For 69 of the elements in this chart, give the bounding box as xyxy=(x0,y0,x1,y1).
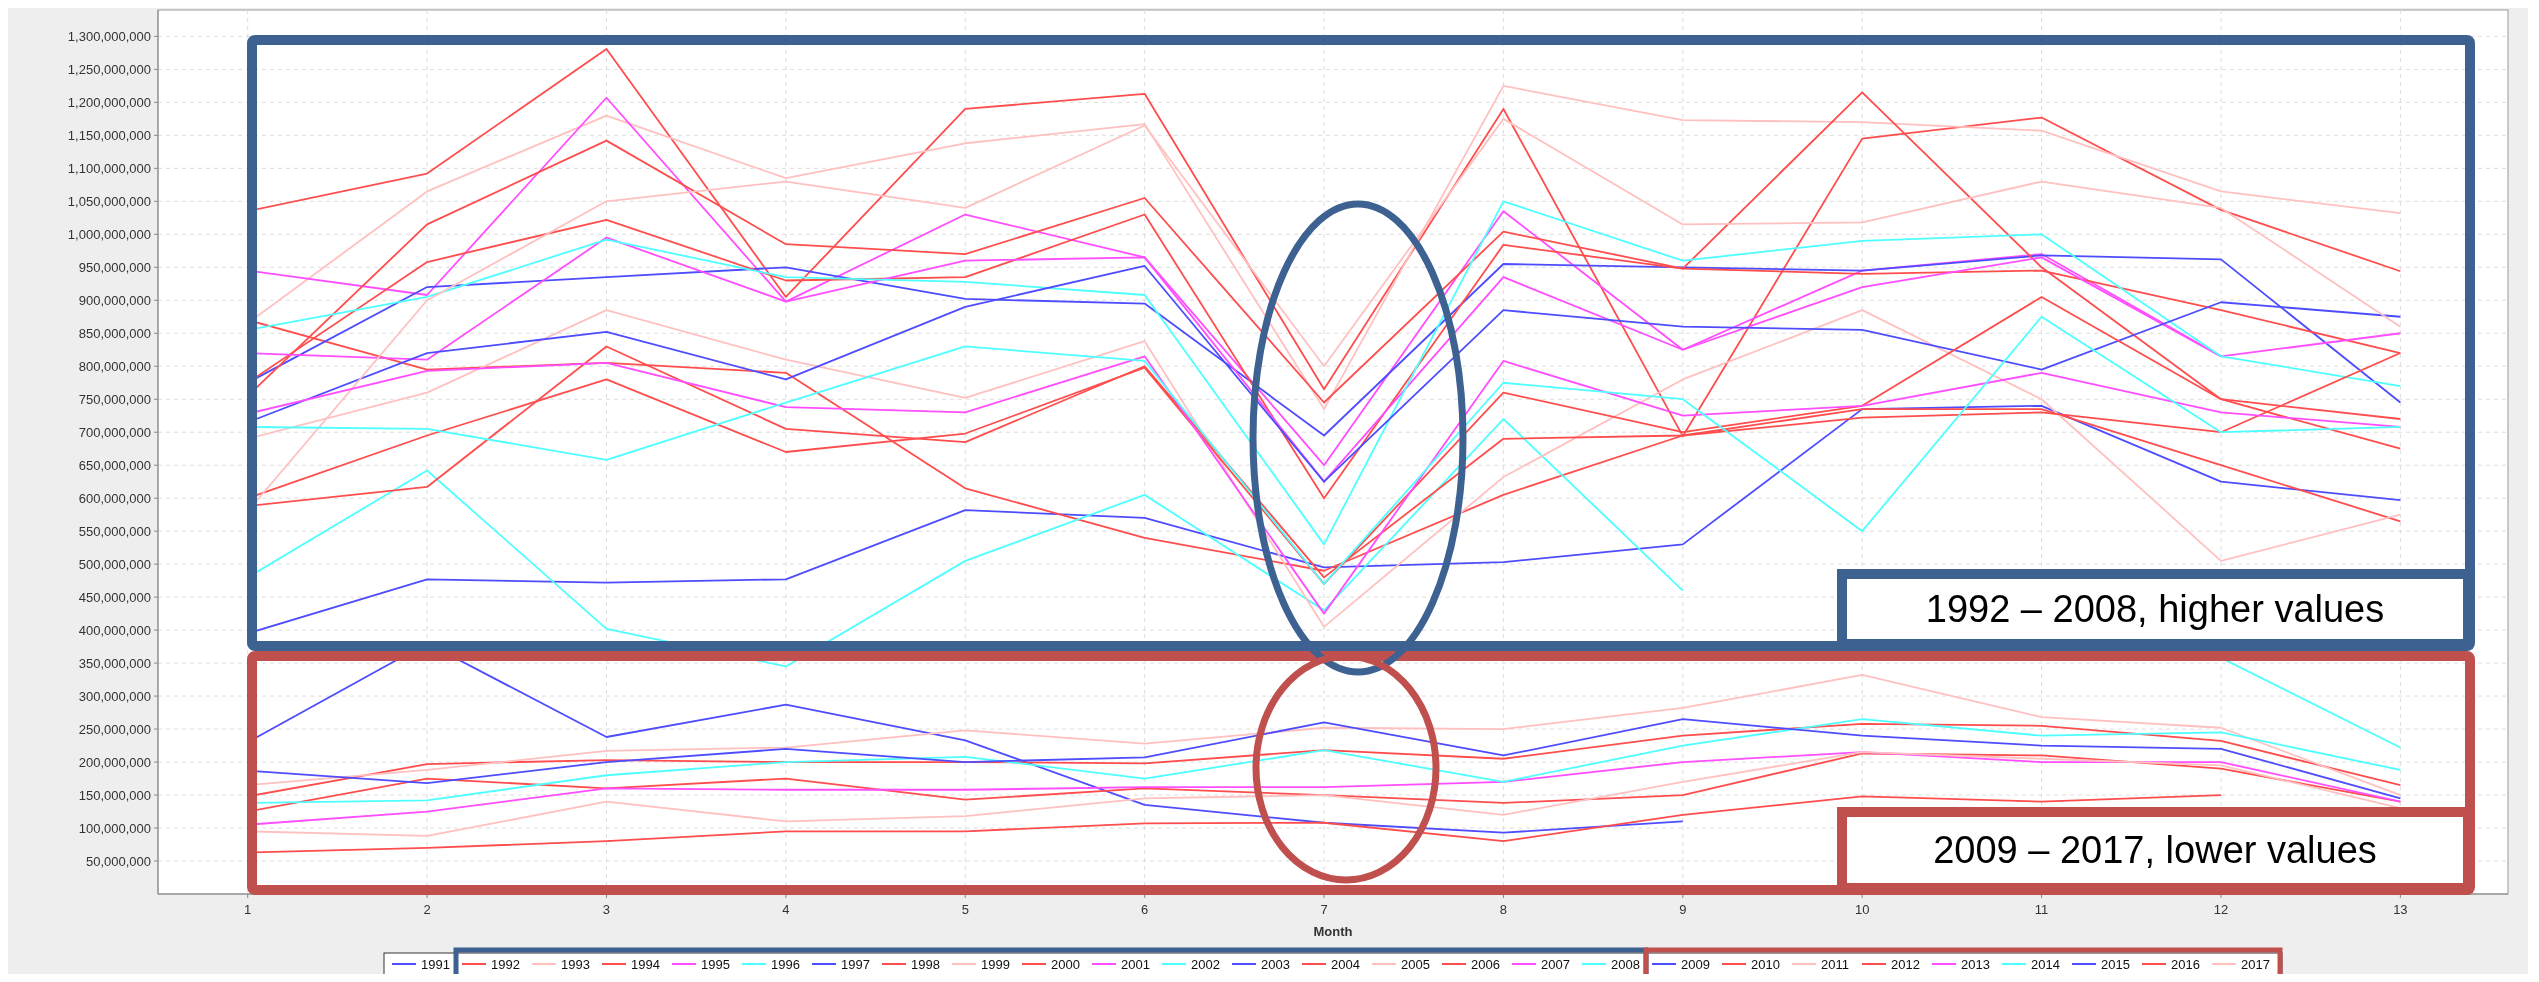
legend-label: 1991 xyxy=(421,956,450,972)
legend-label: 2003 xyxy=(1261,956,1290,972)
x-tick-label: 1 xyxy=(244,902,252,917)
x-tick-label: 5 xyxy=(961,902,969,917)
legend-label: 2008 xyxy=(1611,956,1640,972)
y-tick-label: 1,100,000,000 xyxy=(67,160,151,176)
y-tick-label: 150,000,000 xyxy=(78,787,151,803)
x-axis-title: Month xyxy=(1313,924,1353,939)
y-tick-label: 600,000,000 xyxy=(78,490,151,506)
x-tick-label: 3 xyxy=(602,902,611,917)
legend-label: 1996 xyxy=(771,956,800,972)
legend-label: 2014 xyxy=(2031,956,2060,972)
y-tick-label: 950,000,000 xyxy=(78,259,151,275)
x-tick-label: 8 xyxy=(1499,902,1508,917)
y-tick-label: 500,000,000 xyxy=(78,556,151,572)
y-tick-label: 100,000,000 xyxy=(78,820,151,836)
y-tick-label: 50,000,000 xyxy=(85,853,151,869)
y-tick-label: 650,000,000 xyxy=(78,457,151,473)
y-tick-label: 850,000,000 xyxy=(78,325,151,341)
legend-label: 2009 xyxy=(1681,956,1710,972)
y-tick-label: 900,000,000 xyxy=(78,292,151,308)
y-tick-label: 1,150,000,000 xyxy=(67,127,151,143)
legend-label: 2007 xyxy=(1541,956,1570,972)
legend-label: 2016 xyxy=(2171,956,2200,972)
y-tick-label: 1,200,000,000 xyxy=(67,94,151,110)
legend-label: 2001 xyxy=(1121,956,1150,972)
legend-label: 2004 xyxy=(1331,956,1360,972)
legend-label: 2005 xyxy=(1401,956,1430,972)
legend-label: 1997 xyxy=(841,956,870,972)
legend-label: 2002 xyxy=(1191,956,1220,972)
x-tick-label: 11 xyxy=(2034,902,2049,917)
legend-label: 2015 xyxy=(2101,956,2130,972)
y-tick-label: 350,000,000 xyxy=(78,655,151,671)
x-tick-label: 6 xyxy=(1141,902,1149,917)
y-tick-label: 1,000,000,000 xyxy=(67,226,151,242)
y-tick-label: 1,050,000,000 xyxy=(67,193,151,209)
y-tick-label: 550,000,000 xyxy=(78,523,151,539)
x-tick-label: 12 xyxy=(2213,902,2229,917)
x-tick-label: 13 xyxy=(2393,902,2408,917)
y-tick-label: 1,300,000,000 xyxy=(67,28,151,44)
y-tick-label: 1,250,000,000 xyxy=(67,61,151,77)
legend-label: 1998 xyxy=(911,956,940,972)
legend-label: 2017 xyxy=(2241,956,2270,972)
x-tick-label: 4 xyxy=(782,902,790,917)
y-tick-label: 750,000,000 xyxy=(78,391,151,407)
x-tick-label: 2 xyxy=(423,902,431,917)
y-tick-label: 250,000,000 xyxy=(78,721,151,737)
y-tick-label: 300,000,000 xyxy=(78,688,151,704)
x-tick-label: 10 xyxy=(1854,902,1870,917)
y-tick-label: 450,000,000 xyxy=(78,589,151,605)
legend-label: 1999 xyxy=(981,956,1010,972)
legend-label: 2006 xyxy=(1471,956,1500,972)
legend-label: 1994 xyxy=(631,956,660,972)
x-tick-label: 7 xyxy=(1320,902,1328,917)
y-tick-label: 800,000,000 xyxy=(78,358,151,374)
y-tick-label: 400,000,000 xyxy=(78,622,151,638)
legend-label: 2011 xyxy=(1821,956,1849,972)
legend-label: 1995 xyxy=(701,956,730,972)
legend-label: 2000 xyxy=(1051,956,1080,972)
y-tick-label: 700,000,000 xyxy=(78,424,151,440)
legend-label: 1993 xyxy=(561,956,590,972)
legend-label: 1992 xyxy=(491,956,520,972)
legend-label: 2010 xyxy=(1751,956,1780,972)
annotation: 2009 – 2017, lower values xyxy=(1933,829,2377,872)
x-tick-label: 9 xyxy=(1679,902,1687,917)
legend-label: 2013 xyxy=(1961,956,1990,972)
legend-label: 2012 xyxy=(1891,956,1920,972)
annotation: 1992 – 2008, higher values xyxy=(1925,588,2385,631)
y-tick-label: 200,000,000 xyxy=(78,754,151,770)
